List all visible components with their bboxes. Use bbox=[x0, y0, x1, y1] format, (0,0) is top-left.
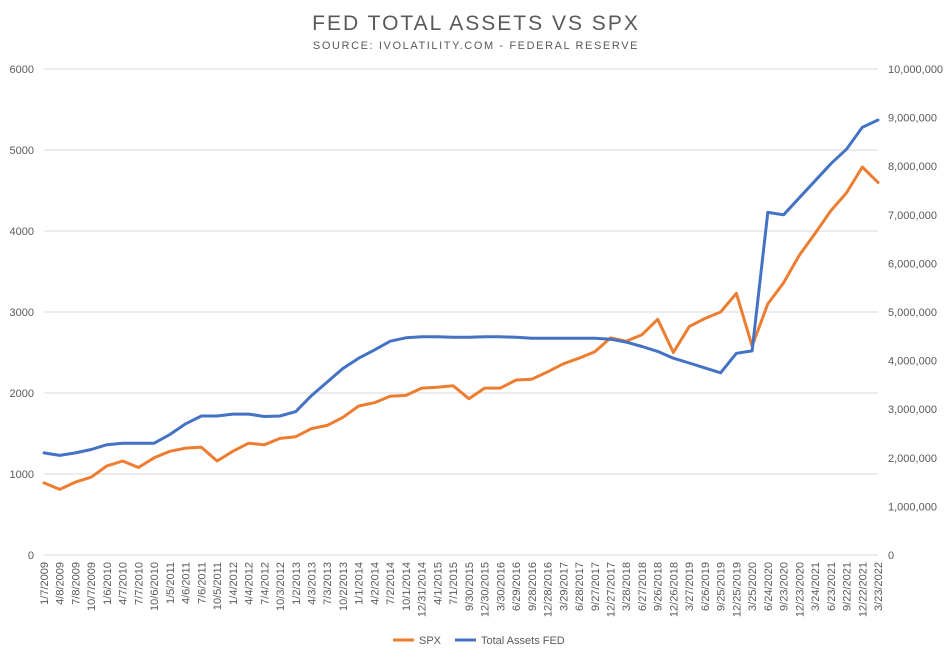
left-y-axis: 0 1000 2000 3000 4000 5000 6000 bbox=[10, 64, 34, 562]
x-tick-label: 12/30/2015 bbox=[480, 562, 492, 617]
left-y-tick-label: 5000 bbox=[10, 145, 34, 157]
right-y-tick-label: 8,000,000 bbox=[888, 161, 937, 173]
right-y-tick-label: 6,000,000 bbox=[888, 258, 937, 270]
right-y-tick-label: 1,000,000 bbox=[888, 501, 937, 513]
x-tick-label: 7/6/2011 bbox=[196, 562, 208, 604]
x-tick-label: 9/27/2017 bbox=[590, 562, 602, 611]
x-tick-label: 6/24/2020 bbox=[763, 562, 775, 611]
x-tick-label: 10/3/2012 bbox=[275, 562, 287, 611]
left-y-tick-label: 1000 bbox=[10, 469, 34, 481]
left-y-tick-label: 3000 bbox=[10, 307, 34, 319]
right-y-tick-label: 7,000,000 bbox=[888, 210, 937, 222]
x-tick-label: 3/28/2018 bbox=[621, 562, 633, 611]
x-tick-label: 9/25/2019 bbox=[716, 562, 728, 611]
x-tick-label: 12/25/2019 bbox=[731, 562, 743, 617]
x-tick-label: 4/4/2012 bbox=[244, 562, 256, 605]
x-tick-label: 10/1/2014 bbox=[401, 562, 413, 611]
right-y-tick-label: 2,000,000 bbox=[888, 453, 937, 465]
x-tick-label: 6/28/2017 bbox=[574, 562, 586, 611]
x-tick-label: 12/28/2016 bbox=[543, 562, 555, 617]
right-y-tick-label: 5,000,000 bbox=[888, 307, 937, 319]
x-tick-label: 4/1/2015 bbox=[432, 562, 444, 605]
right-y-tick-label: 0 bbox=[888, 550, 894, 562]
chart-subtitle: SOURCE: IVOLATILITY.COM - FEDERAL RESERV… bbox=[313, 40, 639, 52]
right-y-tick-label: 3,000,000 bbox=[888, 404, 937, 416]
x-tick-label: 12/26/2018 bbox=[668, 562, 680, 617]
legend-label-fed: Total Assets FED bbox=[481, 635, 565, 647]
x-tick-label: 10/6/2010 bbox=[149, 562, 161, 611]
left-y-tick-label: 6000 bbox=[10, 64, 34, 76]
x-tick-label: 10/5/2011 bbox=[212, 562, 224, 610]
chart-title: FED TOTAL ASSETS VS SPX bbox=[312, 12, 640, 35]
x-tick-label: 9/30/2015 bbox=[464, 562, 476, 611]
x-tick-label: 6/29/2016 bbox=[511, 562, 523, 611]
x-tick-label: 6/23/2021 bbox=[826, 562, 838, 611]
x-tick-label: 7/3/2013 bbox=[322, 562, 334, 605]
series-line-spx bbox=[42, 165, 880, 491]
x-tick-label: 9/22/2021 bbox=[842, 562, 854, 611]
x-tick-label: 3/29/2017 bbox=[558, 562, 570, 611]
x-tick-label: 9/26/2018 bbox=[653, 562, 665, 611]
x-tick-label: 1/2/2013 bbox=[291, 562, 303, 605]
x-tick-label: 3/25/2020 bbox=[747, 562, 759, 611]
x-axis: 1/7/2009 4/8/2009 7/8/2009 10/7/2009 1/6/201… bbox=[39, 562, 885, 617]
left-y-tick-label: 4000 bbox=[10, 226, 34, 238]
left-y-tick-label: 2000 bbox=[10, 388, 34, 400]
x-tick-label: 10/2/2013 bbox=[338, 562, 350, 611]
x-tick-label: 3/24/2021 bbox=[810, 562, 822, 611]
x-tick-label: 7/4/2012 bbox=[259, 562, 271, 605]
x-tick-label: 7/8/2009 bbox=[70, 562, 82, 605]
x-tick-label: 7/1/2015 bbox=[448, 562, 460, 605]
x-tick-label: 12/27/2017 bbox=[605, 562, 617, 617]
right-y-tick-label: 9,000,000 bbox=[888, 113, 937, 125]
x-tick-label: 12/23/2020 bbox=[794, 562, 806, 617]
x-tick-label: 12/22/2021 bbox=[857, 562, 869, 617]
x-tick-label: 9/28/2016 bbox=[527, 562, 539, 611]
x-tick-label: 3/23/2022 bbox=[873, 562, 885, 611]
x-tick-label: 4/3/2013 bbox=[307, 562, 319, 605]
x-tick-label: 1/6/2010 bbox=[102, 562, 114, 605]
x-tick-label: 7/2/2014 bbox=[385, 562, 397, 605]
x-tick-label: 3/27/2019 bbox=[684, 562, 696, 611]
gridlines bbox=[44, 68, 878, 556]
x-tick-label: 4/6/2011 bbox=[181, 562, 193, 604]
x-tick-label: 4/2/2014 bbox=[369, 562, 381, 605]
x-tick-label: 1/5/2011 bbox=[165, 562, 177, 604]
x-tick-label: 12/31/2014 bbox=[417, 562, 429, 617]
right-y-tick-label: 4,000,000 bbox=[888, 356, 937, 368]
x-tick-label: 4/8/2009 bbox=[55, 562, 67, 605]
series-line-fed bbox=[42, 118, 880, 457]
x-tick-label: 6/27/2018 bbox=[637, 562, 649, 611]
x-tick-label: 7/7/2010 bbox=[133, 562, 145, 605]
right-y-tick-label: 10,000,000 bbox=[888, 64, 943, 76]
legend-label-spx: SPX bbox=[419, 635, 442, 647]
series-lines bbox=[42, 118, 880, 491]
x-tick-label: 10/7/2009 bbox=[86, 562, 98, 611]
left-y-tick-label: 0 bbox=[28, 550, 34, 562]
x-tick-label: 4/7/2010 bbox=[118, 562, 130, 605]
x-tick-label: 1/7/2009 bbox=[39, 562, 51, 605]
legend: SPX Total Assets FED bbox=[393, 635, 565, 647]
x-tick-label: 3/30/2016 bbox=[495, 562, 507, 611]
x-tick-label: 6/26/2019 bbox=[700, 562, 712, 611]
x-tick-label: 1/1/2014 bbox=[354, 562, 366, 605]
x-tick-label: 1/4/2012 bbox=[228, 562, 240, 605]
right-y-axis: 0 1,000,000 2,000,000 3,000,000 4,000,000 5,0… bbox=[888, 64, 943, 562]
x-tick-label: 9/23/2020 bbox=[779, 562, 791, 611]
